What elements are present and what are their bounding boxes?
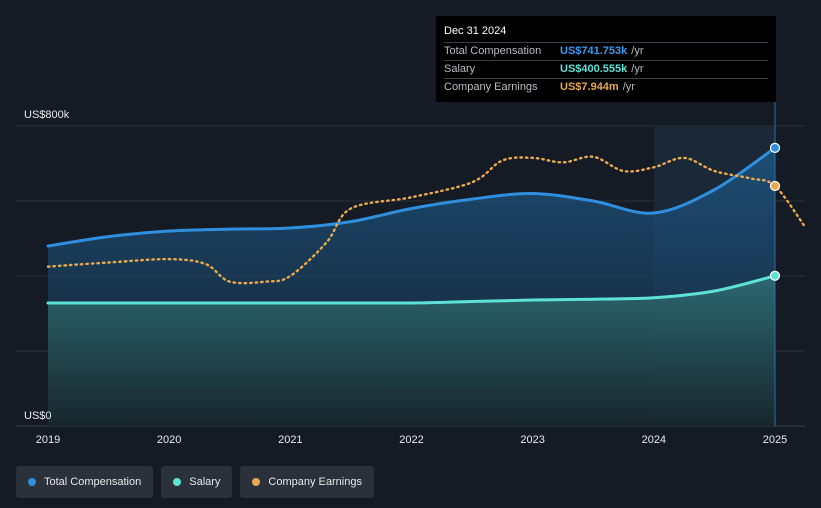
x-tick-label: 2022 xyxy=(399,434,423,446)
legend-item-total-compensation[interactable]: Total Compensation xyxy=(16,466,154,498)
x-tick-label: 2023 xyxy=(520,434,544,446)
salary-area xyxy=(48,275,775,426)
x-tick-label: 2024 xyxy=(642,434,666,446)
y-tick-label: US$800k xyxy=(24,109,70,121)
tooltip-unit: /yr xyxy=(622,81,635,93)
tooltip-unit: /yr xyxy=(631,45,644,57)
y-axis-labels: US$0 US$800k xyxy=(24,109,70,422)
tooltip-label: Company Earnings xyxy=(444,81,538,93)
series-lines xyxy=(46,146,807,305)
company-earnings-line xyxy=(46,155,807,285)
x-tick-label: 2021 xyxy=(278,434,302,446)
x-tick-label: 2025 xyxy=(763,434,787,446)
tooltip-label: Total Compensation xyxy=(444,45,542,57)
series-end-markers xyxy=(769,142,781,281)
series-areas xyxy=(48,147,775,426)
x-tick-label: 2019 xyxy=(36,434,60,446)
x-tick-label: 2020 xyxy=(157,434,181,446)
salary-marker xyxy=(769,270,781,281)
tooltip-date: Dec 31 2024 xyxy=(444,25,507,37)
salary-line xyxy=(46,274,777,305)
compensation-chart: US$0 US$800k 2019 2020 2021 2022 2023 2024 2025 xyxy=(16,100,807,446)
legend-item-company-earnings[interactable]: Company Earnings xyxy=(240,466,374,498)
legend-label: Salary xyxy=(189,476,221,488)
total-compensation-marker xyxy=(769,142,781,153)
tooltip-row-company-earnings: Company Earnings US$7.944m /yr xyxy=(444,78,768,96)
tooltip-value: US$741.753k xyxy=(560,45,628,57)
tooltip-unit: /yr xyxy=(631,63,644,75)
legend: Total Compensation Salary Company Earnin… xyxy=(16,466,378,498)
tooltip-value: US$400.555k xyxy=(560,63,628,75)
tooltip-row-salary: Salary US$400.555k /yr xyxy=(444,60,768,78)
y-tick-label: US$0 xyxy=(24,410,52,422)
x-axis-labels: 2019 2020 2021 2022 2023 2024 2025 xyxy=(36,434,787,446)
legend-dot-icon xyxy=(173,478,182,486)
company-earnings-marker xyxy=(769,180,781,192)
legend-label: Total Compensation xyxy=(44,476,142,488)
tooltip: Dec 31 2024 Total Compensation US$741.75… xyxy=(436,16,776,102)
legend-dot-icon xyxy=(252,478,261,486)
tooltip-value: US$7.944m xyxy=(560,81,619,93)
tooltip-row-total-compensation: Total Compensation US$741.753k /yr xyxy=(444,42,768,60)
legend-label: Company Earnings xyxy=(268,476,362,488)
legend-dot-icon xyxy=(28,478,36,486)
total-compensation-line xyxy=(46,146,777,248)
tooltip-label: Salary xyxy=(444,63,476,75)
legend-item-salary[interactable]: Salary xyxy=(161,466,233,498)
